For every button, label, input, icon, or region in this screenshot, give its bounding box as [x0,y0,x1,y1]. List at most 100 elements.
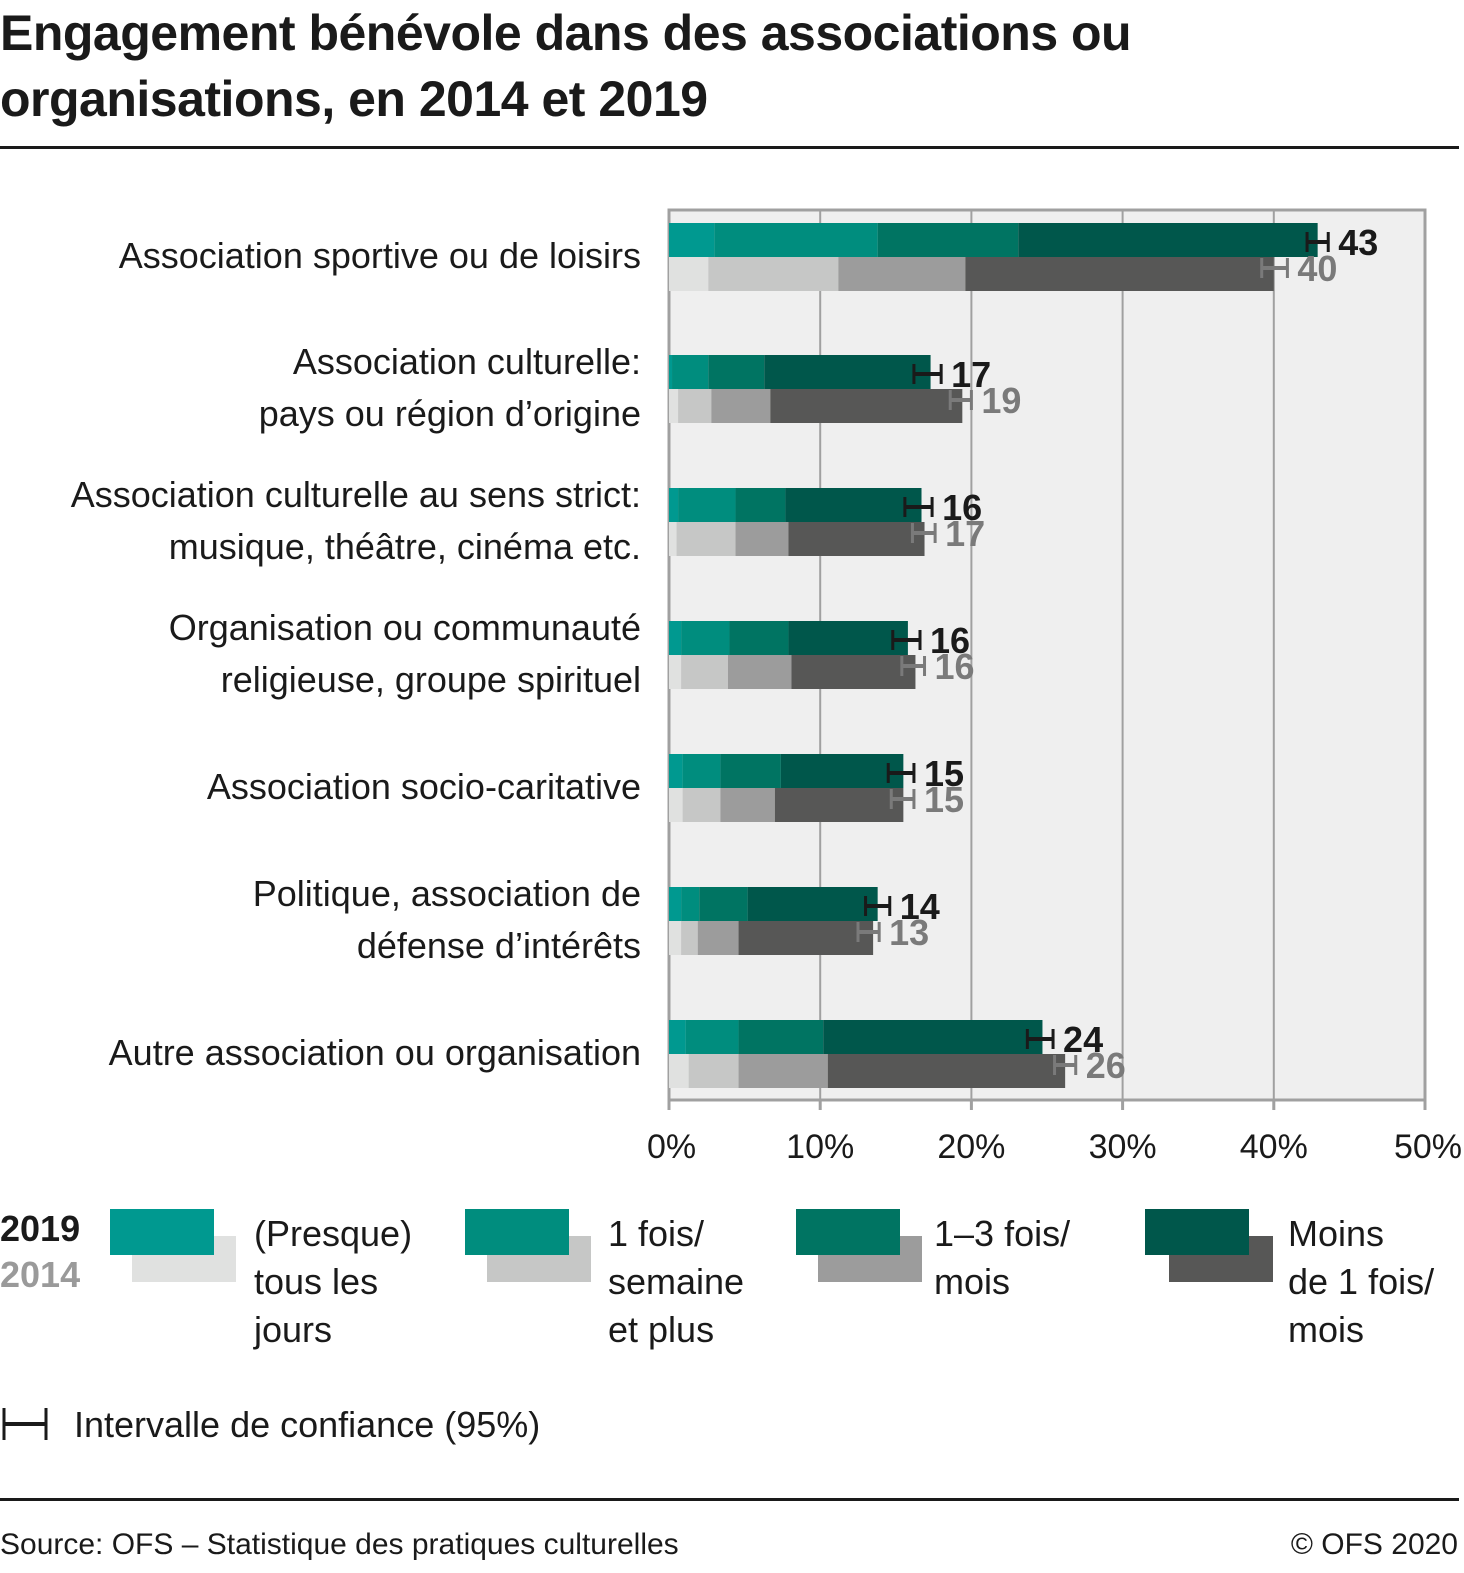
category-label: Association sportive ou de loisirs [119,235,641,276]
bar-2019-less-monthly [1018,223,1318,257]
legend-swatch-2019-daily [110,1209,214,1255]
category-label: musique, théâtre, cinéma etc. [169,526,641,567]
bar-2019-less-monthly [785,488,922,522]
bar-2019-monthly [729,621,789,655]
category-label: Politique, association de [253,873,641,914]
category-label: religieuse, groupe spirituel [221,659,641,700]
bar-2019-monthly [877,223,1019,257]
bar-2014-less-monthly [774,788,904,822]
bar-2019-monthly [699,887,748,921]
source-note: Source: OFS – Statistique des pratiques … [0,1528,679,1561]
legend-year-2014: 2014 [0,1254,81,1295]
bar-2019-weekly [681,887,700,921]
bar-2014-less-monthly [965,257,1274,291]
bar-2014-weekly [678,389,712,423]
category-label: Association culturelle: [293,341,641,382]
x-tick-label: 50% [1394,1128,1462,1166]
category-label: Autre association ou organisation [109,1032,641,1073]
bar-2019-daily [669,223,715,257]
legend-label-monthly: 1–3 fois/ mois [934,1213,1071,1302]
bar-2014-weekly [708,257,839,291]
bar-2014-less-monthly [827,1054,1066,1088]
x-tick-label: 30% [1089,1128,1157,1166]
bar-2014-weekly [682,788,721,822]
bar-2014-daily [669,522,677,556]
bar-2019-monthly [738,1020,824,1054]
legend: 2019 2014 (Presque) tous les jours 1 foi… [0,1200,1464,1370]
legend-swatch-2019-weekly [465,1209,569,1255]
bar-2014-daily [669,389,679,423]
bar-2014-monthly [697,921,739,955]
bar-2014-monthly [720,788,775,822]
bar-2019-less-monthly [764,355,931,389]
chart-title: Engagement bénévole dans des association… [0,5,1132,127]
bar-2014-weekly [681,921,698,955]
bar-2019-weekly [672,355,709,389]
legend-swatch-2019-less-monthly [1145,1209,1249,1255]
value-label-2014: 15 [924,779,964,820]
legend-label-weekly: 1 fois/ semaine et plus [608,1213,745,1350]
bar-2019-daily [669,621,682,655]
bar-2014-less-monthly [770,389,963,423]
category-label: Organisation ou communauté [169,607,641,648]
title-divider [0,146,1459,149]
bar-2014-less-monthly [791,655,916,689]
legend-label-less-monthly: Moins de 1 fois/ mois [1288,1213,1435,1350]
bar-2014-daily [669,655,682,689]
bar-2019-monthly [720,754,781,788]
bar-2019-daily [669,488,679,522]
legend-label-daily: (Presque) tous les jours [254,1213,413,1350]
bar-2014-monthly [711,389,771,423]
value-label-2014: 13 [889,912,929,953]
bar-2014-daily [669,257,709,291]
bar-2019-daily [669,1020,686,1054]
legend-year-2019: 2019 [0,1208,81,1249]
bar-2014-daily [669,788,683,822]
bar-2014-weekly [688,1054,739,1088]
bar-2019-daily [669,887,682,921]
bar-2019-less-monthly [747,887,878,921]
value-label-2019: 14 [900,886,940,927]
ci-legend-label: Intervalle de confiance (95%) [74,1404,541,1445]
bar-2019-monthly [735,488,786,522]
bar-2014-monthly [738,1054,828,1088]
bar-2019-daily [669,754,683,788]
bar-2014-monthly [838,257,966,291]
x-tick-label: 20% [937,1128,1005,1166]
value-label-2014: 19 [981,380,1021,421]
bar-2014-less-monthly [738,921,874,955]
bar-2014-daily [669,1054,689,1088]
value-label-2019: 43 [1338,222,1378,263]
category-label: pays ou région d’origine [259,393,641,434]
legend-swatch-2019-monthly [796,1209,900,1255]
value-label-2019: 16 [930,620,970,661]
bar-2019-less-monthly [780,754,904,788]
category-label: Association culturelle au sens strict: [71,474,641,515]
bar-2014-daily [669,921,682,955]
category-label: Association socio-caritative [207,766,641,807]
x-tick-label: 40% [1240,1128,1308,1166]
x-tick-label: 10% [786,1128,854,1166]
footer-divider [0,1498,1459,1501]
bar-2014-weekly [681,655,728,689]
confidence-interval-icon [2,1408,48,1440]
value-label-2019: 15 [924,753,964,794]
bar-2019-weekly [682,754,721,788]
value-label-2014: 17 [945,513,985,554]
bar-2014-less-monthly [788,522,925,556]
bar-2019-weekly [681,621,730,655]
bar-2019-weekly [678,488,736,522]
value-label-2014: 26 [1086,1045,1126,1086]
bar-2014-monthly [735,522,789,556]
bar-2019-daily [669,355,673,389]
bar-2014-monthly [727,655,792,689]
value-label-2014: 16 [935,646,975,687]
copyright-note: © OFS 2020 [1290,1528,1458,1561]
bar-2019-monthly [708,355,765,389]
category-label: défense d’intérêts [357,925,641,966]
bar-2019-less-monthly [788,621,908,655]
bar-2019-less-monthly [823,1020,1043,1054]
bar-2019-weekly [685,1020,739,1054]
bar-2019-weekly [714,223,878,257]
